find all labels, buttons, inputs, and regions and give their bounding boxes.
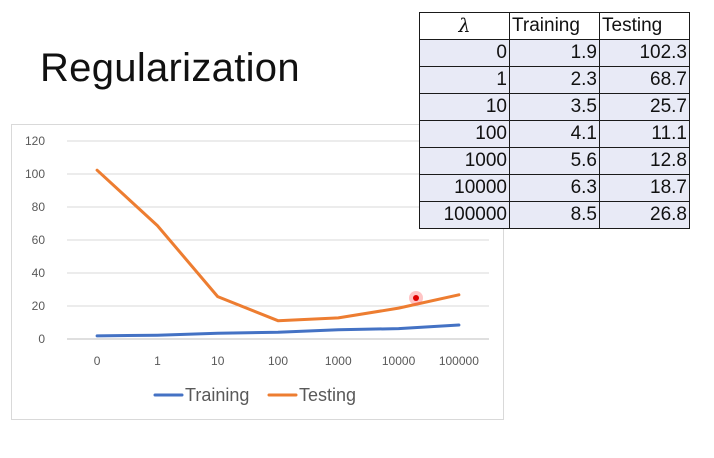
table-cell-training: 4.1 (509, 120, 600, 148)
legend-label-testing: Testing (299, 385, 356, 405)
table-cell-testing: 12.8 (599, 147, 690, 175)
table-row: 1000 5.6 12.8 (419, 147, 690, 175)
table-cell-testing: 18.7 (599, 174, 690, 202)
table-cell-testing: 68.7 (599, 66, 690, 94)
table-cell-lambda: 100000 (419, 201, 510, 229)
table-row: 100000 8.5 26.8 (419, 201, 690, 229)
y-tick-label: 80 (32, 200, 46, 214)
y-tick-label: 120 (25, 134, 45, 148)
x-tick-label: 100 (268, 354, 288, 368)
x-tick-label: 10 (211, 354, 225, 368)
y-tick-label: 20 (32, 299, 46, 313)
x-tick-label: 0 (94, 354, 101, 368)
table-cell-lambda: 1000 (419, 147, 510, 175)
legend-label-training: Training (185, 385, 249, 405)
slide-title: Regularization (40, 46, 300, 90)
table-row: 1 2.3 68.7 (419, 66, 690, 94)
x-tick-label: 1000 (325, 354, 352, 368)
table-row: 10 3.5 25.7 (419, 93, 690, 121)
pointer-highlight-icon (409, 291, 423, 305)
chart-canvas: 0 20 40 60 80 100 120 0 1 10 100 1000 10000 100000 Tra… (25, 134, 489, 405)
table-cell-lambda: 1 (419, 66, 510, 94)
x-tick-label: 10000 (382, 354, 416, 368)
table-row: 0 1.9 102.3 (419, 39, 690, 67)
table-cell-training: 5.6 (509, 147, 600, 175)
y-tick-label: 0 (38, 332, 45, 346)
y-tick-label: 40 (32, 266, 46, 280)
table-cell-lambda: 10 (419, 93, 510, 121)
table-row: 100 4.1 11.1 (419, 120, 690, 148)
table-cell-testing: 26.8 (599, 201, 690, 229)
table-header-training: Training (509, 12, 600, 40)
table-cell-lambda: 10000 (419, 174, 510, 202)
table-cell-training: 8.5 (509, 201, 600, 229)
table-cell-training: 6.3 (509, 174, 600, 202)
series-line-testing (95, 168, 461, 323)
table-cell-lambda: 0 (419, 39, 510, 67)
table-row: 10000 6.3 18.7 (419, 174, 690, 202)
table-cell-training: 3.5 (509, 93, 600, 121)
table-header-row: λ Training Testing (419, 12, 690, 40)
table-header-testing: Testing (599, 12, 690, 40)
x-tick-label: 1 (154, 354, 161, 368)
y-tick-label: 100 (25, 167, 45, 181)
table-cell-training: 2.3 (509, 66, 600, 94)
table-cell-training: 1.9 (509, 39, 600, 67)
table-cell-testing: 102.3 (599, 39, 690, 67)
table-cell-testing: 11.1 (599, 120, 690, 148)
series-line-training (95, 323, 461, 338)
table-header-lambda: λ (419, 12, 510, 40)
y-tick-label: 60 (32, 233, 46, 247)
lambda-table: λ Training Testing 0 1.9 102.3 1 2.3 68.… (419, 12, 690, 229)
table-cell-testing: 25.7 (599, 93, 690, 121)
x-tick-label: 100000 (439, 354, 479, 368)
table-cell-lambda: 100 (419, 120, 510, 148)
